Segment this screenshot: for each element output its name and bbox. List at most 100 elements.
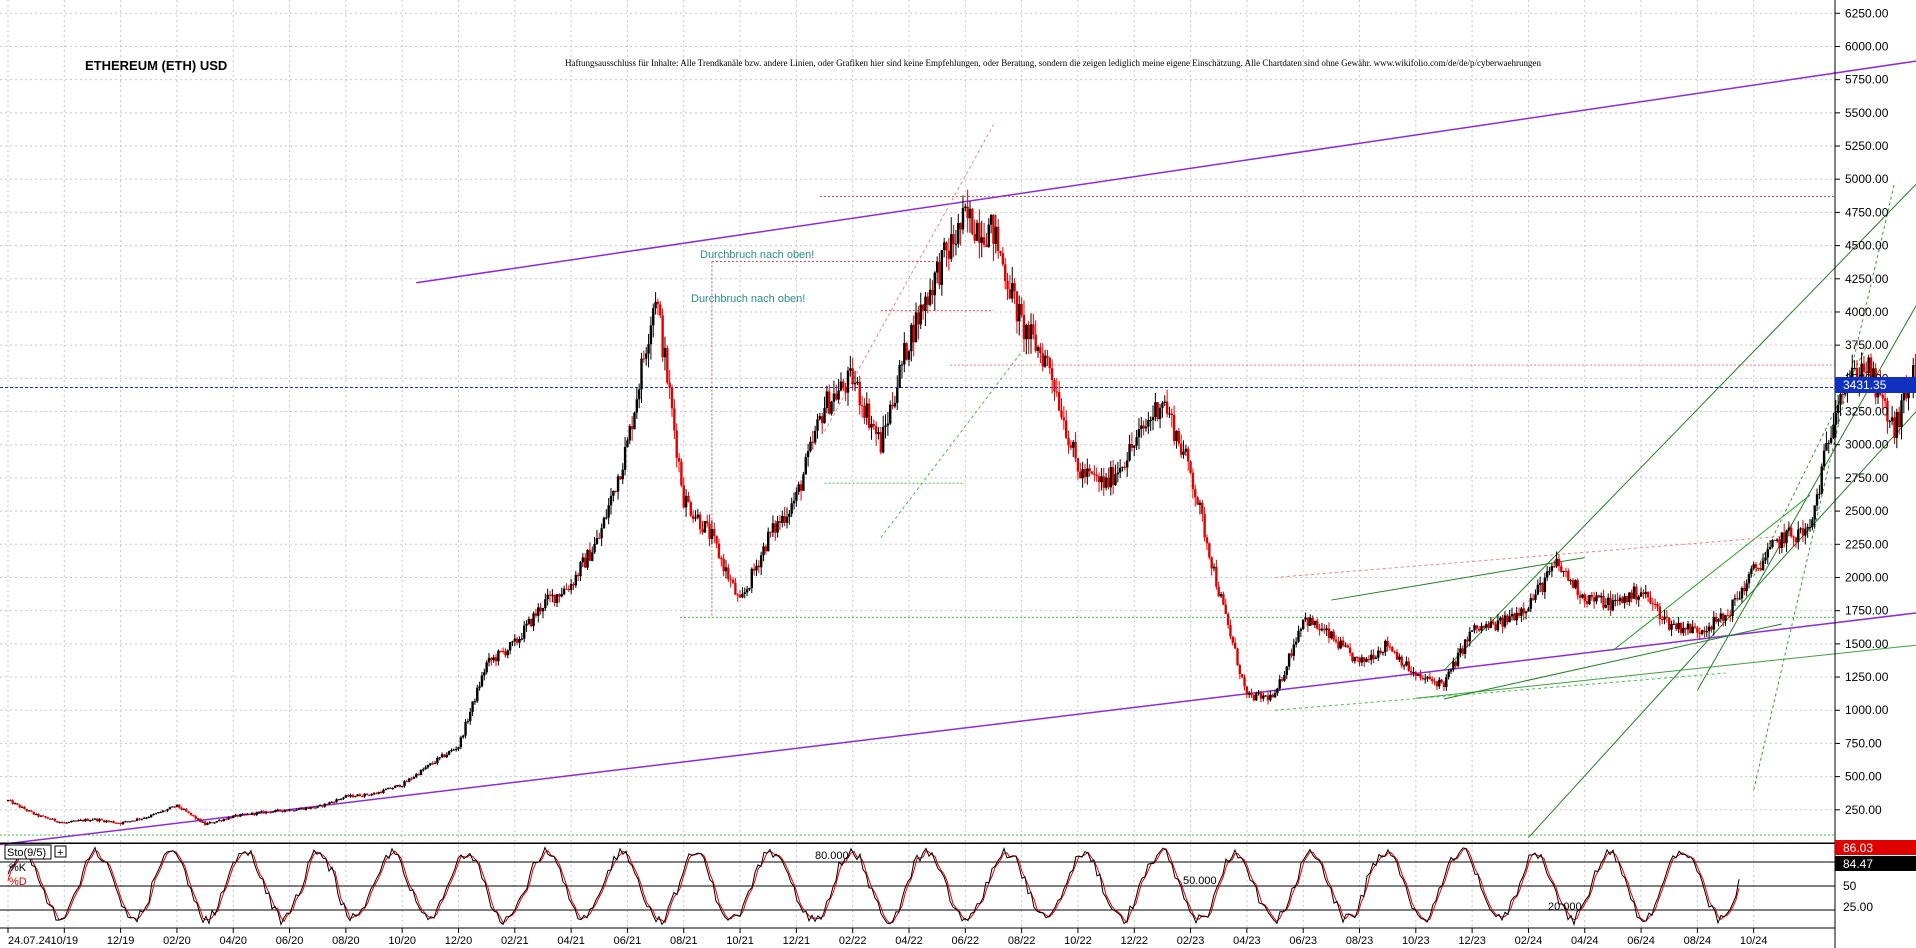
candle-body [504, 651, 507, 656]
candle-body [959, 222, 962, 230]
candle-body [1358, 657, 1361, 663]
candle-body [940, 249, 944, 285]
candle-body [1611, 600, 1615, 611]
candle-body [706, 521, 709, 524]
candle-body [1480, 625, 1483, 631]
candle-body [1055, 391, 1059, 393]
candle-body [9, 800, 12, 802]
candle-body [1628, 592, 1631, 603]
candle-body [1670, 623, 1673, 630]
candle-body [1592, 597, 1596, 602]
candle-body [1334, 639, 1338, 642]
candle-body [828, 391, 831, 414]
candle-body [661, 315, 664, 358]
candle-body [1679, 622, 1683, 634]
candle-body [950, 234, 953, 259]
candle-body [785, 516, 789, 523]
candle-body [720, 558, 723, 560]
candle-body [84, 819, 87, 822]
candle-body [689, 502, 692, 516]
candle-body [1088, 468, 1091, 472]
candle-body [900, 364, 904, 366]
x-tick-label-1: 10/19 [51, 935, 79, 947]
candle-body [912, 324, 915, 343]
candle-body [576, 574, 580, 577]
candle-body [792, 500, 796, 504]
candle-body [1060, 410, 1063, 418]
candle-body [1712, 616, 1715, 630]
candle-body [1541, 582, 1544, 592]
candle-body [1001, 253, 1005, 265]
candle-body [330, 801, 333, 803]
candle-body [490, 657, 493, 661]
candle-body [1163, 401, 1166, 403]
candle-body [1506, 615, 1509, 623]
trend-channel-1 [1443, 183, 1916, 671]
candle-body [325, 803, 329, 805]
candle-body [208, 822, 211, 824]
candle-body [98, 819, 101, 822]
x-tick-label-31: 10/24 [1740, 935, 1768, 947]
y-tick-label-0: 250.00 [1845, 803, 1882, 817]
candle-body [1259, 692, 1263, 699]
candle-body [954, 243, 958, 245]
candle-body [1297, 630, 1300, 642]
candle-body [173, 806, 176, 808]
candle-body [1332, 631, 1335, 640]
candle-body [1538, 582, 1542, 585]
candle-body [65, 822, 68, 824]
candle-body [980, 237, 983, 243]
candle-body [1128, 444, 1131, 461]
y-tick-label-7: 2000.00 [1845, 570, 1889, 584]
candle-body [128, 821, 132, 823]
y-tick-label-19: 5000.00 [1845, 172, 1889, 186]
candle-body [1804, 528, 1807, 536]
candle-body [1426, 676, 1429, 679]
candle-body [1501, 617, 1504, 627]
candle-body [1902, 387, 1906, 401]
candle-body [91, 819, 94, 821]
candle-body [626, 440, 629, 447]
candle-body [896, 387, 899, 403]
candle-body [16, 803, 19, 805]
candle-body [872, 424, 876, 427]
candle-body [168, 807, 172, 810]
candle-body [1093, 473, 1096, 475]
candle-body [870, 424, 873, 428]
x-tick-label-16: 04/22 [895, 935, 923, 947]
candle-body [199, 818, 202, 823]
y-tick-label-2: 750.00 [1845, 736, 1882, 750]
candle-body [1825, 443, 1828, 451]
y-tick-label-3: 1000.00 [1845, 703, 1889, 717]
candle-body [560, 594, 563, 597]
candle-body [469, 711, 472, 722]
candle-body [750, 568, 753, 589]
candle-body [1243, 677, 1246, 687]
trend-channel-2 [1528, 410, 1916, 839]
candle-body [1219, 594, 1223, 597]
candle-body [565, 588, 568, 590]
trend-steep-3 [880, 351, 1023, 538]
x-tick-label-8: 12/20 [445, 935, 473, 947]
candle-body [1705, 631, 1708, 633]
candle-body [1194, 489, 1197, 498]
candle-body [844, 387, 847, 393]
chart-title: ETHEREUM (ETH) USD [85, 58, 227, 73]
candle-body [999, 250, 1002, 254]
candle-body [893, 402, 897, 407]
candle-body [530, 618, 533, 627]
oscillator-expand-icon[interactable] [54, 845, 67, 858]
trend-steep-2 [1753, 346, 1867, 577]
candle-body [1597, 595, 1601, 598]
candle-body [103, 820, 106, 823]
y-tick-label-9: 2500.00 [1845, 504, 1889, 518]
candle-body [445, 754, 448, 758]
candle-body [1374, 657, 1378, 659]
candle-body [1215, 566, 1218, 587]
candle-body [217, 820, 221, 822]
candle-body [874, 426, 878, 435]
disclaimer-text: Haftungsausschluss für Inhalte: Alle Tre… [565, 58, 1542, 68]
candle-body [1757, 567, 1760, 569]
candle-body [1137, 429, 1141, 438]
candle-body [630, 426, 634, 430]
